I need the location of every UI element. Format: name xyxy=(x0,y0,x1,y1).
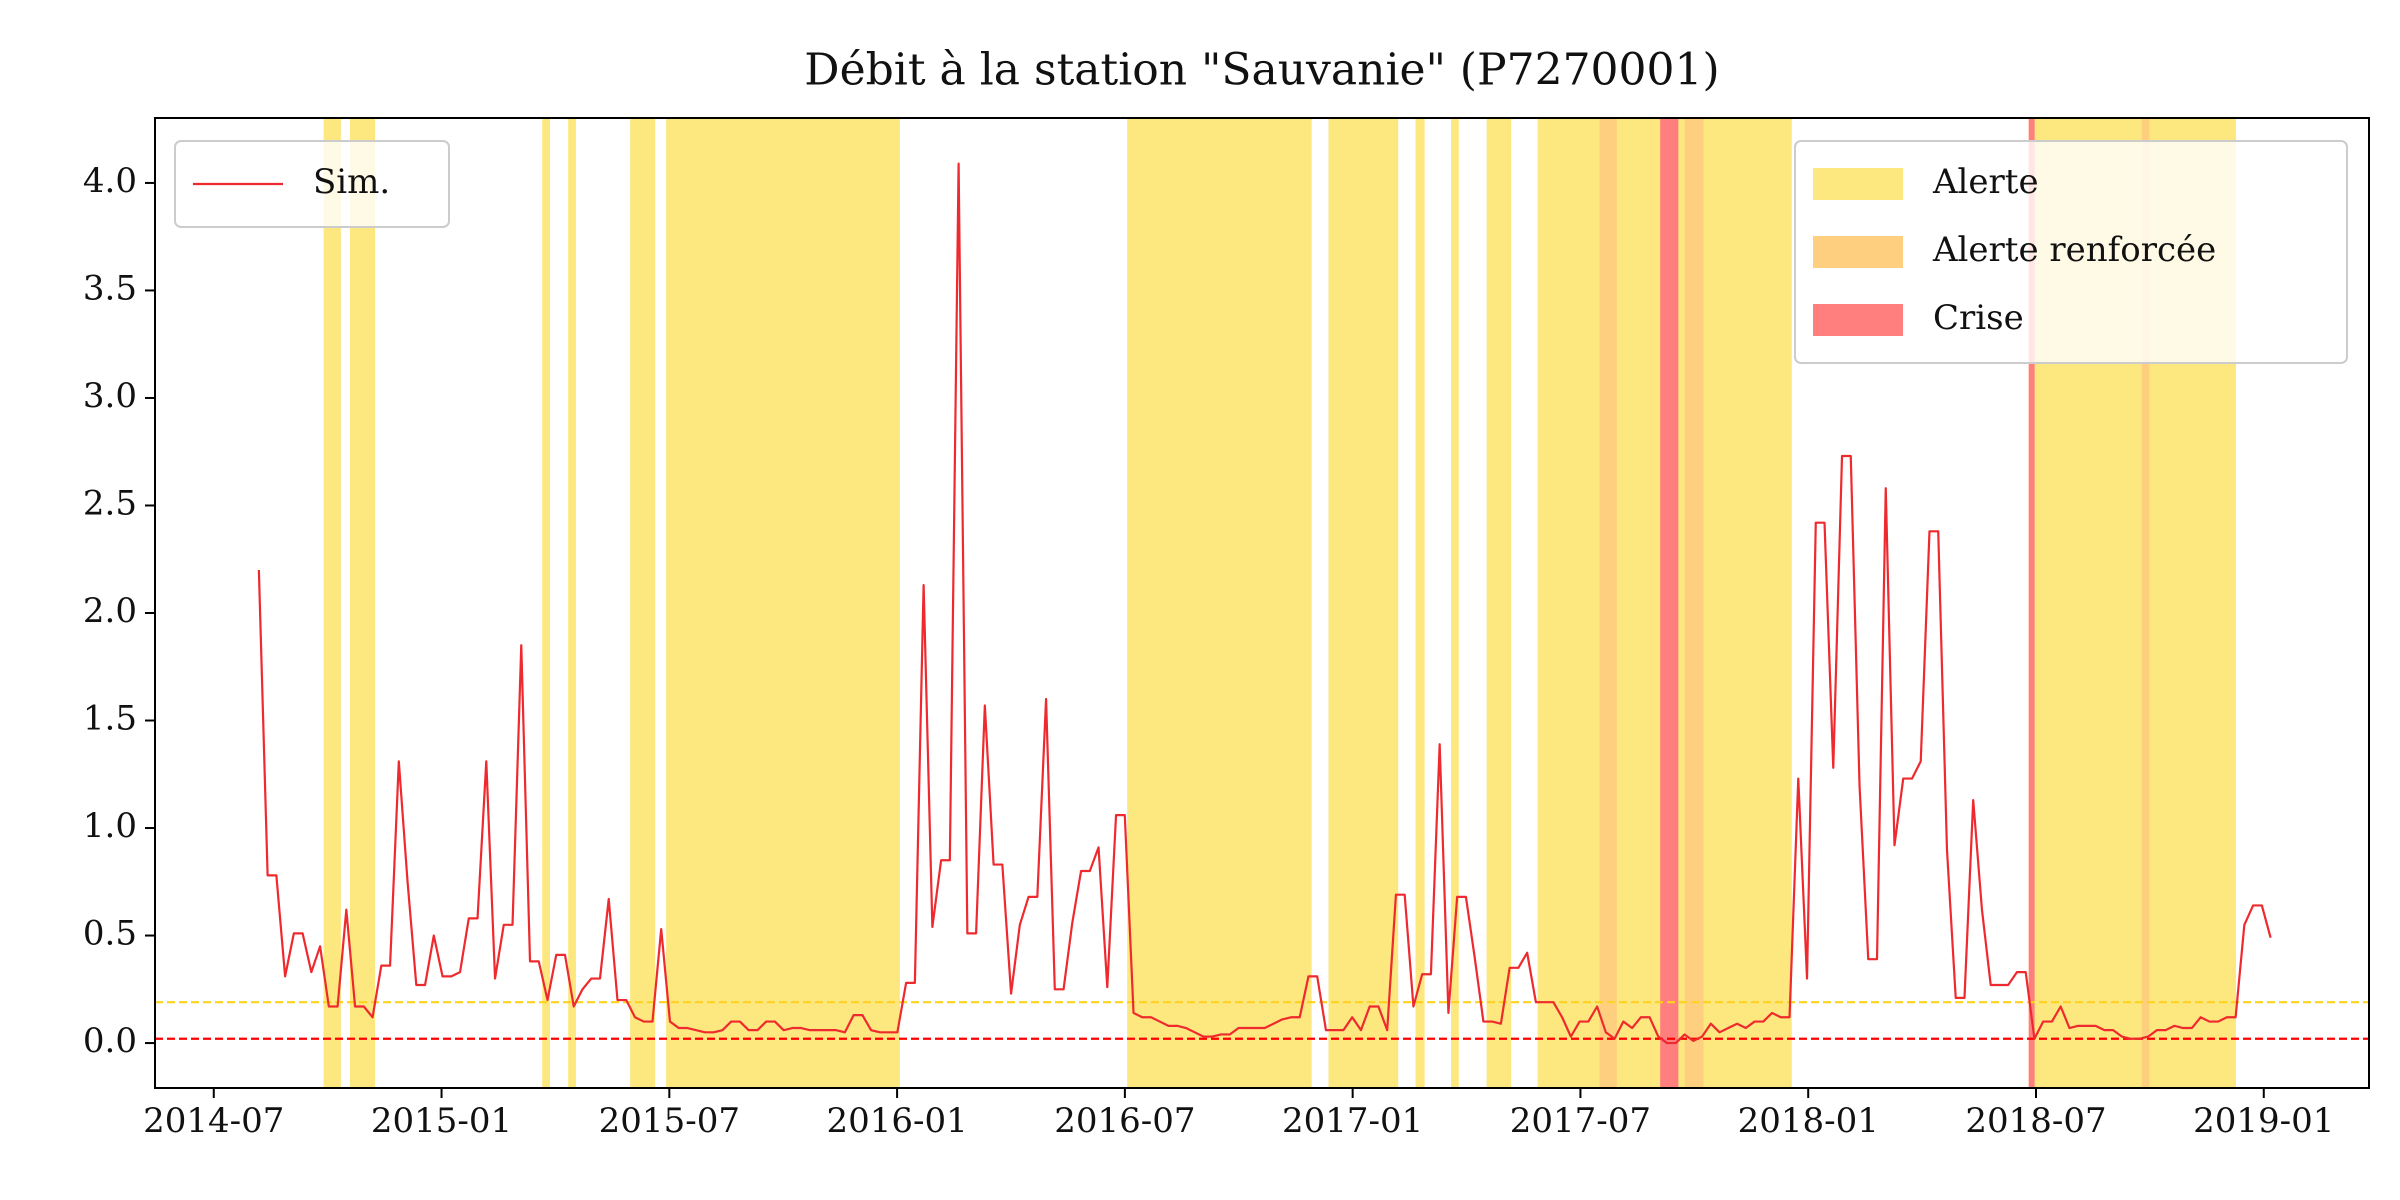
x-tick-label: 2014-07 xyxy=(143,1101,284,1141)
x-tick-label: 2016-01 xyxy=(826,1101,967,1141)
y-tick-label: 3.5 xyxy=(83,268,137,308)
alert-band xyxy=(666,118,900,1088)
alert-band xyxy=(1684,118,1704,1088)
axes-frame xyxy=(154,117,2370,1089)
y-tick-label: 4.0 xyxy=(83,161,137,201)
legend-label: Crise xyxy=(1933,298,2024,338)
y-tick-label: 0.0 xyxy=(83,1021,137,1061)
x-tick-label: 2018-01 xyxy=(1738,1101,1879,1141)
x-tick-label: 2015-01 xyxy=(371,1101,512,1141)
y-tick-label: 1.0 xyxy=(83,806,137,846)
alert-band xyxy=(1127,118,1312,1088)
x-tick-label: 2018-07 xyxy=(1965,1101,2106,1141)
alert-band xyxy=(1599,118,1617,1088)
y-tick-label: 2.5 xyxy=(83,483,137,523)
x-tick-label: 2016-07 xyxy=(1054,1101,1195,1141)
y-tick-label: 1.5 xyxy=(83,699,137,739)
alert-band xyxy=(1451,118,1459,1088)
y-tick-label: 3.0 xyxy=(83,376,137,416)
alert-band xyxy=(1486,118,1512,1088)
chart-title: Débit à la station "Sauvanie" (P7270001) xyxy=(804,45,1719,96)
alert-band xyxy=(349,118,376,1088)
legend-key xyxy=(1813,304,1903,336)
legend-box xyxy=(174,140,450,228)
legend-label: Sim. xyxy=(313,162,390,202)
alert-band xyxy=(1415,118,1425,1088)
legend-key xyxy=(1813,168,1903,200)
alert-band xyxy=(323,118,341,1088)
alert-band xyxy=(2141,118,2150,1088)
plot-area xyxy=(155,118,2369,1088)
y-tick-label: 0.5 xyxy=(83,914,137,954)
legend-label: Alerte xyxy=(1932,162,2039,202)
alert-band xyxy=(1660,118,1679,1088)
alert-band xyxy=(2028,118,2035,1088)
x-tick-label: 2017-07 xyxy=(1510,1101,1651,1141)
x-tick-label: 2019-01 xyxy=(2193,1101,2334,1141)
alert-band xyxy=(630,118,656,1088)
y-tick-label: 2.0 xyxy=(83,591,137,631)
legend-box xyxy=(1794,140,2348,364)
series-line xyxy=(257,162,2272,1045)
x-tick-label: 2015-07 xyxy=(599,1101,740,1141)
alert-band xyxy=(568,118,576,1088)
x-tick-label: 2017-01 xyxy=(1282,1101,1423,1141)
legend-label: Alerte renforcée xyxy=(1932,230,2216,270)
alert-band xyxy=(542,118,550,1088)
legend-key xyxy=(1813,236,1903,268)
alert-band xyxy=(1328,118,1399,1088)
